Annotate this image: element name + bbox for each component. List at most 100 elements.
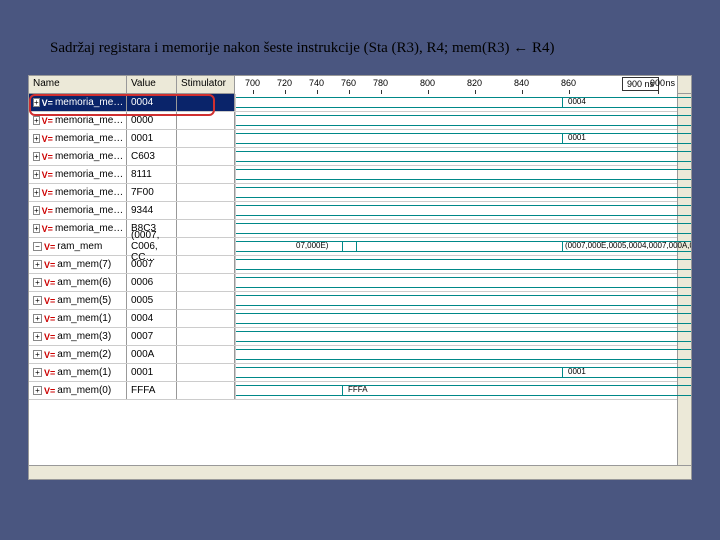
waveform-cell[interactable] (235, 112, 677, 129)
waveform-cell[interactable] (235, 256, 677, 273)
signal-value-cell: 0004 (127, 310, 177, 327)
expand-icon[interactable]: + (33, 332, 42, 341)
waveform-cell[interactable] (235, 310, 677, 327)
waveform-cell[interactable] (235, 220, 677, 237)
wave-transition (342, 385, 343, 396)
waveform-cell[interactable] (235, 274, 677, 291)
expand-icon[interactable]: + (33, 314, 42, 323)
signal-type-icon: V= (42, 188, 53, 198)
expand-icon[interactable]: + (33, 296, 42, 305)
signal-name-cell[interactable]: +V=memoria_me… (29, 112, 127, 129)
signal-stimulator-cell (177, 382, 235, 399)
signal-name-cell[interactable]: +V=memoria_me… (29, 130, 127, 147)
waveform-cell[interactable] (235, 346, 677, 363)
signal-value-cell: 0000 (127, 112, 177, 129)
time-ruler[interactable]: 900 ns ns 700720740760780800820840860900 (235, 76, 677, 94)
waveform-cell[interactable] (235, 328, 677, 345)
waveform-cell[interactable] (235, 184, 677, 201)
signal-stimulator-cell (177, 238, 235, 255)
expand-icon[interactable]: + (33, 206, 40, 215)
signal-row[interactable]: +V=memoria_me…0000 (29, 112, 677, 130)
expand-icon[interactable]: + (33, 224, 40, 233)
signal-name-cell[interactable]: +V=am_mem(7) (29, 256, 127, 273)
wave-segment (236, 223, 691, 234)
expand-icon[interactable]: + (33, 98, 40, 107)
expand-icon[interactable]: + (33, 386, 42, 395)
waveform-cell[interactable] (235, 202, 677, 219)
waveform-cell[interactable] (235, 148, 677, 165)
signal-type-icon: V= (44, 386, 55, 396)
expand-icon[interactable]: − (33, 242, 42, 251)
signal-name-label: memoria_me… (55, 133, 123, 144)
wave-segment (236, 295, 691, 306)
scrollbar-corner (677, 76, 691, 93)
waveform-panel: Name Value Stimulator 900 ns ns 70072074… (28, 75, 692, 480)
expand-icon[interactable]: + (33, 170, 40, 179)
signal-row[interactable]: +V=memoria_me…7F00 (29, 184, 677, 202)
col-header-name[interactable]: Name (29, 76, 127, 93)
wave-transition (562, 97, 563, 108)
signal-value-cell: C603 (127, 148, 177, 165)
wave-segment (236, 133, 562, 144)
signal-name-cell[interactable]: +V=memoria_me… (29, 166, 127, 183)
expand-icon[interactable]: + (33, 134, 40, 143)
signal-stimulator-cell (177, 220, 235, 237)
signal-row[interactable]: +V=memoria_me…00040004 (29, 94, 677, 112)
signal-row[interactable]: +V=am_mem(1)00010001 (29, 364, 677, 382)
signal-type-icon: V= (44, 278, 55, 288)
horizontal-scrollbar[interactable] (29, 465, 691, 479)
signal-name-cell[interactable]: +V=memoria_me… (29, 184, 127, 201)
signal-stimulator-cell (177, 346, 235, 363)
waveform-cell[interactable]: 0004 (235, 94, 677, 111)
signal-name-label: memoria_me… (55, 97, 123, 108)
signal-row[interactable]: −V=ram_mem(0007, C006, CC…07,000E)(0007,… (29, 238, 677, 256)
waveform-cell[interactable]: FFFA (235, 382, 677, 399)
signal-row[interactable]: +V=memoria_me…00010001 (29, 130, 677, 148)
signal-row[interactable]: +V=am_mem(5)0005 (29, 292, 677, 310)
signal-stimulator-cell (177, 184, 235, 201)
signal-row[interactable]: +V=am_mem(7)0007 (29, 256, 677, 274)
waveform-cell[interactable] (235, 292, 677, 309)
expand-icon[interactable]: + (33, 152, 40, 161)
expand-icon[interactable]: + (33, 278, 42, 287)
signal-name-cell[interactable]: +V=am_mem(3) (29, 328, 127, 345)
wave-segment (236, 115, 691, 126)
col-header-stimulator[interactable]: Stimulator (177, 76, 235, 93)
signal-row[interactable]: +V=am_mem(1)0004 (29, 310, 677, 328)
expand-icon[interactable]: + (33, 116, 40, 125)
expand-icon[interactable]: + (33, 260, 42, 269)
signal-row[interactable]: +V=memoria_me…C603 (29, 148, 677, 166)
wave-segment (236, 313, 691, 324)
waveform-cell[interactable] (235, 166, 677, 183)
waveform-cell[interactable]: 0001 (235, 364, 677, 381)
signal-name-cell[interactable]: +V=memoria_me… (29, 148, 127, 165)
wave-segment (236, 97, 562, 108)
expand-icon[interactable]: + (33, 350, 42, 359)
expand-icon[interactable]: + (33, 188, 40, 197)
signal-name-cell[interactable]: +V=am_mem(2) (29, 346, 127, 363)
signal-row[interactable]: +V=memoria_me…9344 (29, 202, 677, 220)
signal-row[interactable]: +V=am_mem(3)0007 (29, 328, 677, 346)
signal-name-label: am_mem(1) (57, 313, 111, 324)
signal-name-cell[interactable]: +V=am_mem(0) (29, 382, 127, 399)
signal-name-cell[interactable]: +V=am_mem(5) (29, 292, 127, 309)
signal-name-cell[interactable]: +V=am_mem(1) (29, 364, 127, 381)
signal-row[interactable]: +V=am_mem(2)000A (29, 346, 677, 364)
wave-value-label: (0007,000E,0005,0004,0007,000A,0001,FFFA… (565, 241, 691, 250)
signal-name-cell[interactable]: +V=am_mem(1) (29, 310, 127, 327)
col-header-value[interactable]: Value (127, 76, 177, 93)
page-title: Sadržaj registara i memorije nakon šeste… (28, 40, 692, 57)
waveform-cell[interactable]: 0001 (235, 130, 677, 147)
signal-row[interactable]: +V=memoria_me…B8C3 (29, 220, 677, 238)
signal-name-cell[interactable]: +V=memoria_me… (29, 202, 127, 219)
signal-name-cell[interactable]: +V=memoria_me… (29, 94, 127, 111)
signal-name-cell[interactable]: +V=memoria_me… (29, 220, 127, 237)
signal-row[interactable]: +V=am_mem(6)0006 (29, 274, 677, 292)
signal-row[interactable]: +V=memoria_me…8111 (29, 166, 677, 184)
signal-name-cell[interactable]: +V=am_mem(6) (29, 274, 127, 291)
signal-name-label: memoria_me… (55, 151, 123, 162)
signal-row[interactable]: +V=am_mem(0)FFFAFFFA (29, 382, 677, 400)
signal-name-cell[interactable]: −V=ram_mem (29, 238, 127, 255)
expand-icon[interactable]: + (33, 368, 42, 377)
waveform-cell[interactable]: 07,000E)(0007,000E,0005,0004,0007,000A,0… (235, 238, 677, 255)
